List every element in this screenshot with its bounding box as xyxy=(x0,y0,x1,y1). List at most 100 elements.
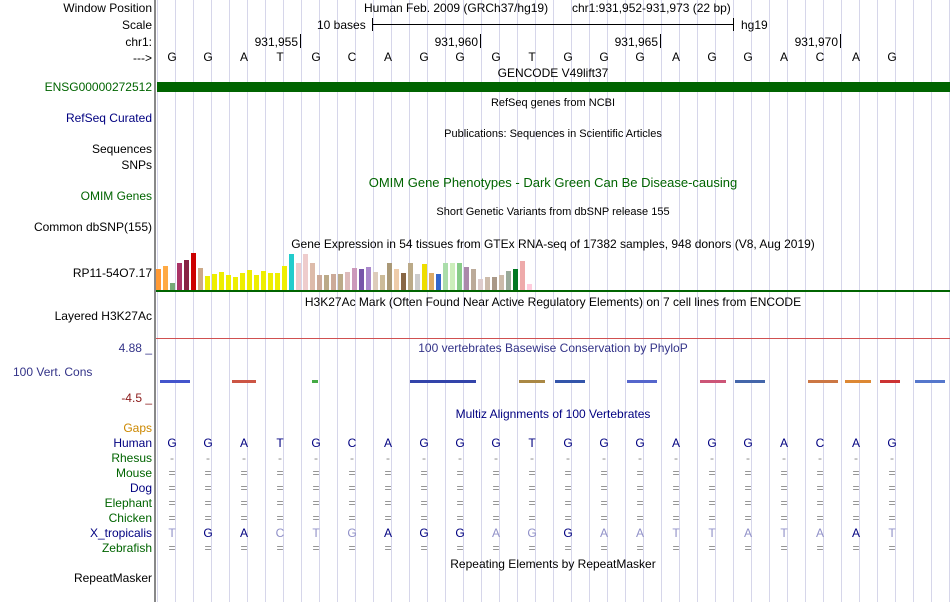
alignment-base: G xyxy=(707,436,717,450)
gtex-tissue-bar[interactable] xyxy=(156,269,161,290)
gtex-tissue-bar[interactable] xyxy=(527,284,532,290)
species-label[interactable]: Zebrafish xyxy=(101,541,152,555)
gtex-tissue-bar[interactable] xyxy=(520,261,525,290)
gtex-tissue-bar[interactable] xyxy=(429,273,434,290)
publications-track-label[interactable]: Sequences xyxy=(91,142,152,156)
alignment-base: = xyxy=(420,466,428,480)
gtex-tissue-bar[interactable] xyxy=(506,271,511,290)
alignment-base: T xyxy=(528,436,536,450)
species-label[interactable]: Rhesus xyxy=(111,451,152,465)
gtex-tissue-bar[interactable] xyxy=(338,274,343,290)
gtex-tissue-bar[interactable] xyxy=(261,271,266,290)
ruler-tick xyxy=(660,34,661,48)
gtex-tissue-bar[interactable] xyxy=(464,267,469,290)
base: G xyxy=(419,50,429,64)
gtex-tissue-bar[interactable] xyxy=(296,263,301,290)
alignment-base: - xyxy=(170,451,174,465)
species-label[interactable]: X_tropicalis xyxy=(89,526,152,540)
gtex-tissue-bar[interactable] xyxy=(492,277,497,290)
base: G xyxy=(455,50,465,64)
gtex-tissue-bar[interactable] xyxy=(436,274,441,290)
gtex-tissue-bar[interactable] xyxy=(212,274,217,290)
gtex-tissue-bar[interactable] xyxy=(457,263,462,290)
gtex-tissue-bar[interactable] xyxy=(373,272,378,290)
gtex-tissue-bar[interactable] xyxy=(303,254,308,290)
alignment-base: = xyxy=(528,511,536,525)
guide-line xyxy=(247,0,248,602)
species-label[interactable]: Dog xyxy=(129,481,152,495)
gtex-tissue-bar[interactable] xyxy=(471,269,476,290)
omim-track-label[interactable]: OMIM Genes xyxy=(80,189,152,203)
gtex-tissue-bar[interactable] xyxy=(443,263,448,290)
alignment-base: = xyxy=(780,481,788,495)
gtex-tissue-bar[interactable] xyxy=(345,272,350,290)
gtex-bar-graph[interactable] xyxy=(156,250,536,290)
alignment-base: = xyxy=(744,496,752,510)
alignment-base: = xyxy=(312,511,320,525)
repeatmasker-track-label[interactable]: RepeatMasker xyxy=(73,571,152,585)
gtex-tissue-bar[interactable] xyxy=(478,279,483,290)
gtex-tissue-bar[interactable] xyxy=(331,274,336,290)
gtex-tissue-bar[interactable] xyxy=(205,276,210,290)
alignment-base: = xyxy=(528,496,536,510)
gtex-tissue-bar[interactable] xyxy=(198,268,203,290)
species-label[interactable]: Human xyxy=(113,436,152,450)
gtex-tissue-bar[interactable] xyxy=(233,277,238,290)
gtex-tissue-bar[interactable] xyxy=(317,275,322,290)
gtex-tissue-bar[interactable] xyxy=(191,253,196,290)
gtex-tissue-bar[interactable] xyxy=(394,269,399,290)
gtex-tissue-bar[interactable] xyxy=(401,273,406,290)
gtex-tissue-bar[interactable] xyxy=(289,254,294,290)
gtex-tissue-bar[interactable] xyxy=(422,264,427,290)
gtex-tissue-bar[interactable] xyxy=(366,267,371,290)
alignment-base: = xyxy=(672,496,680,510)
snps-track-label[interactable]: SNPs xyxy=(121,158,152,172)
gtex-tissue-bar[interactable] xyxy=(450,263,455,290)
guide-line xyxy=(823,0,824,602)
gtex-tissue-bar[interactable] xyxy=(247,270,252,290)
species-label[interactable]: Elephant xyxy=(104,496,152,510)
dbsnp-track-label[interactable]: Common dbSNP(155) xyxy=(33,220,152,234)
gtex-tissue-bar[interactable] xyxy=(499,275,504,290)
gtex-tissue-bar[interactable] xyxy=(485,277,490,290)
alignment-base: = xyxy=(528,541,536,555)
h3k27ac-track-label[interactable]: Layered H3K27Ac xyxy=(54,309,152,323)
gtex-tissue-bar[interactable] xyxy=(387,263,392,290)
assembly-name: hg19 xyxy=(741,18,768,32)
gtex-tissue-bar[interactable] xyxy=(170,283,175,290)
guide-line xyxy=(751,0,752,602)
gtex-tissue-bar[interactable] xyxy=(359,269,364,290)
gtex-tissue-bar[interactable] xyxy=(177,263,182,290)
gtex-tissue-bar[interactable] xyxy=(219,272,224,290)
guide-line xyxy=(319,0,320,602)
gtex-tissue-bar[interactable] xyxy=(275,273,280,290)
gaps-label[interactable]: Gaps xyxy=(123,421,152,435)
conservation-track-label[interactable]: 100 Vert. Cons xyxy=(13,365,93,379)
gtex-tissue-bar[interactable] xyxy=(513,269,518,290)
gtex-tissue-bar[interactable] xyxy=(163,266,168,290)
gtex-tissue-bar[interactable] xyxy=(184,260,189,290)
gtex-tissue-bar[interactable] xyxy=(352,268,357,290)
gtex-tissue-bar[interactable] xyxy=(324,275,329,290)
gtex-tissue-bar[interactable] xyxy=(415,274,420,290)
species-label[interactable]: Mouse xyxy=(115,466,152,480)
alignment-base: = xyxy=(276,496,284,510)
gtex-tissue-bar[interactable] xyxy=(268,273,273,290)
gtex-tissue-bar[interactable] xyxy=(408,263,413,290)
gencode-track-label[interactable]: ENSG00000272512 xyxy=(44,80,152,94)
alignment-base: = xyxy=(708,466,716,480)
gtex-tissue-bar[interactable] xyxy=(282,266,287,290)
gtex-tissue-bar[interactable] xyxy=(226,275,231,290)
gtex-track-label[interactable]: RP11-54O7.17 xyxy=(72,266,152,280)
gtex-tissue-bar[interactable] xyxy=(380,275,385,290)
label-panel-divider[interactable] xyxy=(154,0,156,602)
species-label[interactable]: Chicken xyxy=(108,511,152,525)
gtex-tissue-bar[interactable] xyxy=(254,275,259,290)
refseq-track-label[interactable]: RefSeq Curated xyxy=(65,111,152,125)
alignment-base: = xyxy=(492,511,500,525)
h3k27ac-track-title: H3K27Ac Mark (Often Found Near Active Re… xyxy=(304,295,802,309)
gtex-tissue-bar[interactable] xyxy=(310,263,315,290)
gencode-gene-feature[interactable] xyxy=(157,82,950,92)
alignment-base: = xyxy=(816,466,824,480)
gtex-tissue-bar[interactable] xyxy=(240,273,245,290)
